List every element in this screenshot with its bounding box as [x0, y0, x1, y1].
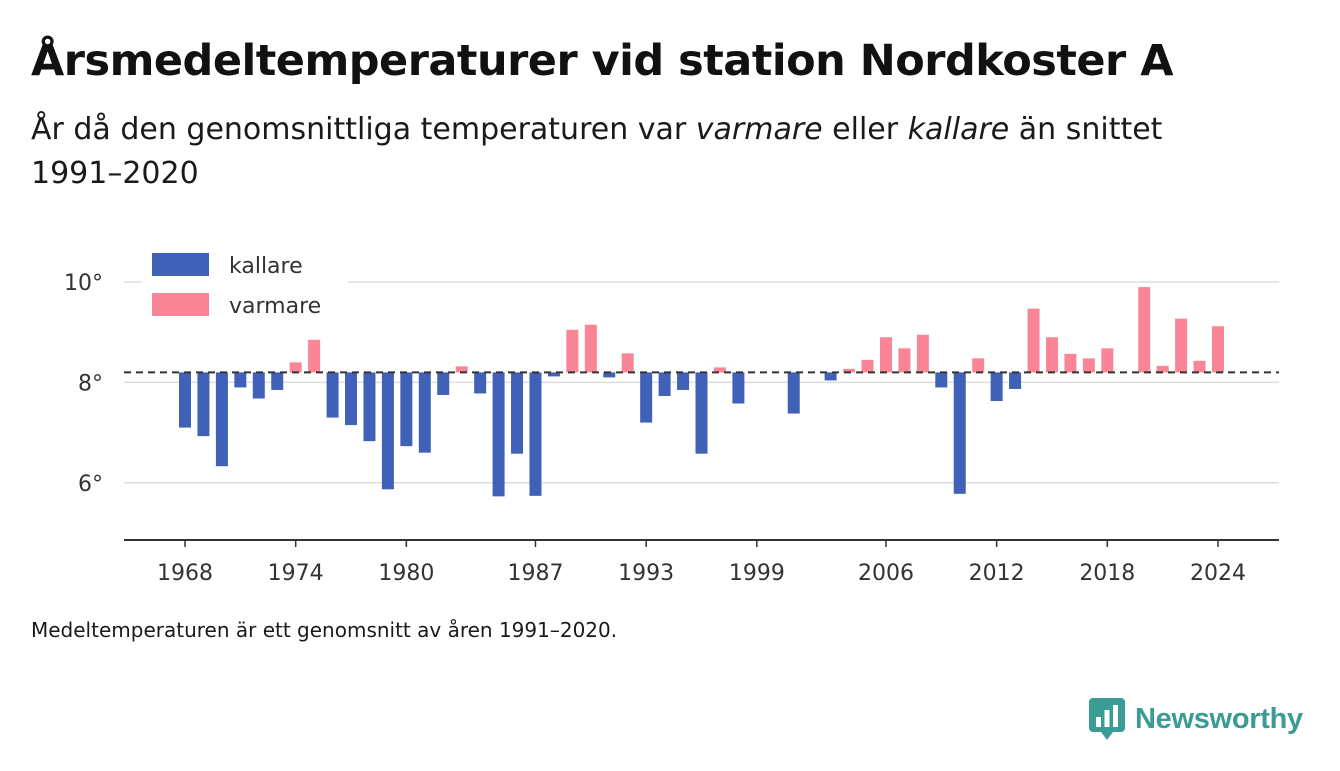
bar-2020	[1138, 287, 1151, 373]
bar-1976	[326, 372, 339, 418]
subtitle-warm-word: varmare	[695, 112, 823, 147]
bar-1996	[695, 372, 708, 454]
footnote: Medeltemperaturen är ett genomsnitt av å…	[31, 618, 618, 642]
bar-1974	[289, 362, 302, 373]
bar-1973	[271, 372, 284, 390]
bar-2004	[843, 368, 856, 373]
bar-1977	[345, 372, 358, 426]
bar-2013	[1009, 372, 1022, 389]
y-tick-label: 6°	[78, 472, 103, 497]
bar-2016	[1064, 353, 1077, 373]
bar-1987	[529, 372, 542, 496]
x-tick-label: 1974	[268, 561, 324, 586]
chart-subtitle: År då den genomsnittliga temperaturen va…	[31, 108, 1251, 196]
x-tick-label: 2006	[858, 561, 914, 586]
subtitle-text-3: än snittet 1991–2020	[31, 112, 1163, 191]
x-axis-ticks: 1968 1974 1980 1987 1993 1999 2006 2012 2018 2024	[157, 540, 1246, 586]
x-tick-label: 1993	[618, 561, 674, 586]
bar-1985	[492, 372, 505, 497]
temperature-bar-chart: 6° 8° 10° 1968 1974 1980 1987 1993 1999 2006 2012…	[64, 246, 1279, 586]
bar-1972	[252, 372, 265, 399]
bars	[179, 287, 1224, 497]
subtitle-cold-word: kallare	[907, 112, 1010, 147]
bar-1979	[381, 372, 394, 490]
bar-2023	[1193, 360, 1206, 373]
bar-1997	[713, 367, 726, 373]
bar-1983	[455, 366, 468, 373]
bar-1980	[400, 372, 413, 447]
bar-2005	[861, 359, 874, 373]
bar-2021	[1156, 365, 1169, 373]
y-tick-label: 10°	[64, 271, 103, 296]
bar-1990	[584, 324, 597, 373]
y-tick-label: 8°	[78, 371, 103, 396]
bar-2006	[879, 337, 892, 373]
bar-2014	[1027, 308, 1040, 373]
bar-2008	[916, 334, 929, 373]
bar-1975	[308, 339, 321, 373]
bar-1992	[621, 353, 634, 373]
subtitle-text-1: År då den genomsnittliga temperaturen va…	[31, 112, 696, 147]
brand-name: Newsworthy	[1135, 702, 1303, 735]
bar-2012	[990, 372, 1003, 401]
legend: kallare varmare	[142, 246, 348, 326]
bar-2015	[1045, 337, 1058, 373]
bar-2024	[1212, 326, 1224, 373]
x-tick-label: 2024	[1190, 561, 1246, 586]
bar-1969	[197, 372, 210, 437]
bar-2007	[898, 348, 911, 373]
legend-swatch-cold	[152, 253, 209, 276]
bar-2017	[1082, 358, 1095, 373]
legend-label-cold: kallare	[229, 254, 303, 279]
bar-2011	[972, 358, 985, 373]
bar-2001	[787, 372, 800, 414]
bar-1986	[511, 372, 524, 454]
bar-1982	[437, 372, 450, 395]
legend-swatch-warm	[152, 293, 209, 316]
bar-1971	[234, 372, 247, 388]
chart-title: Årsmedeltemperaturer vid station Nordkos…	[31, 36, 1174, 86]
bar-1995	[677, 372, 690, 390]
bar-1968	[179, 372, 191, 428]
bar-2022	[1175, 318, 1188, 373]
x-tick-label: 1999	[729, 561, 785, 586]
x-tick-label: 2018	[1079, 561, 1135, 586]
bar-1993	[640, 372, 653, 423]
x-tick-label: 1987	[507, 561, 563, 586]
x-tick-label: 2012	[969, 561, 1025, 586]
bar-1981	[418, 372, 431, 453]
bar-2009	[935, 372, 948, 388]
bar-1970	[215, 372, 228, 467]
x-tick-label: 1968	[157, 561, 213, 586]
bar-1991	[603, 372, 616, 378]
subtitle-text-2: eller	[822, 112, 908, 147]
legend-label-warm: varmare	[229, 294, 321, 319]
bar-1984	[474, 372, 487, 394]
x-tick-label: 1980	[378, 561, 434, 586]
bar-2010	[953, 372, 966, 494]
bar-2018	[1101, 348, 1114, 373]
y-axis-labels: 6° 8° 10°	[64, 271, 103, 497]
bar-1978	[363, 372, 376, 442]
newsworthy-logo-icon	[1089, 698, 1125, 740]
bar-1994	[658, 372, 671, 396]
newsworthy-logo[interactable]: Newsworthy	[1089, 698, 1303, 740]
bar-1998	[732, 372, 745, 404]
bar-1989	[566, 329, 579, 373]
bar-1988	[547, 372, 560, 377]
bar-2003	[824, 372, 837, 381]
